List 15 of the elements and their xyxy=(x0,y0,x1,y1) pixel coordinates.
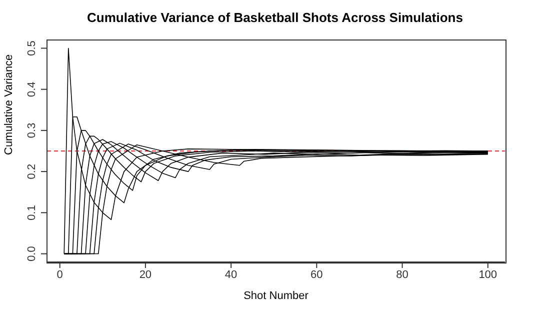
x-tick-label: 40 xyxy=(224,268,238,281)
x-axis-title: Shot Number xyxy=(242,290,310,302)
x-tick-label: 60 xyxy=(310,268,323,281)
x-tick-label: 80 xyxy=(396,268,408,281)
y-axis-title: Cumulative Variance xyxy=(3,54,15,155)
y-tick-label: 0.4 xyxy=(26,82,38,97)
chart-title: Cumulative Variance of Basketball Shots Across Simulations xyxy=(86,10,464,25)
y-tick-label: 0.5 xyxy=(26,40,38,56)
y-tick-label: 0.3 xyxy=(26,122,38,138)
x-tick-label: 100 xyxy=(478,268,498,281)
y-tick-label: 0.1 xyxy=(26,205,38,220)
x-tick-label: 0 xyxy=(56,268,63,281)
y-tick-label: 0.2 xyxy=(26,164,38,180)
x-tick-label: 20 xyxy=(139,268,152,281)
y-tick-label: 0.0 xyxy=(26,246,38,262)
